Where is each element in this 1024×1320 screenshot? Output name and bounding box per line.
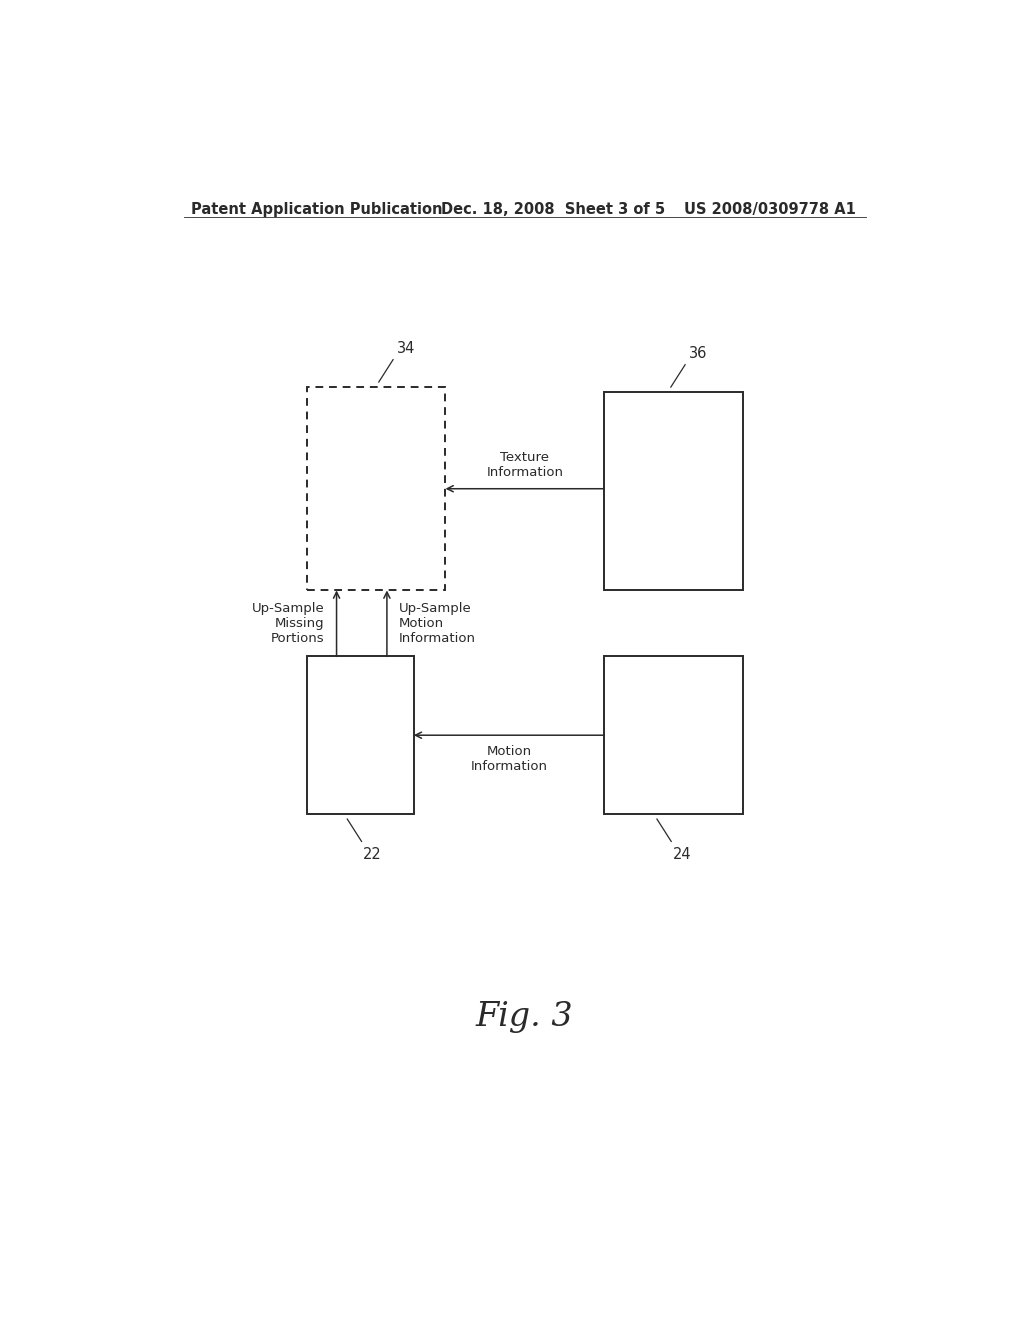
Text: 34: 34 — [397, 341, 416, 355]
Text: US 2008/0309778 A1: US 2008/0309778 A1 — [684, 202, 855, 216]
Text: Dec. 18, 2008  Sheet 3 of 5: Dec. 18, 2008 Sheet 3 of 5 — [441, 202, 666, 216]
Text: 36: 36 — [689, 346, 708, 360]
Text: Fig. 3: Fig. 3 — [476, 1002, 573, 1034]
Text: Up-Sample
Missing
Portions: Up-Sample Missing Portions — [252, 602, 325, 645]
Text: Patent Application Publication: Patent Application Publication — [191, 202, 443, 216]
Text: 22: 22 — [364, 846, 382, 862]
Text: Texture
Information: Texture Information — [486, 450, 563, 479]
Text: Motion
Information: Motion Information — [470, 746, 548, 774]
Text: 24: 24 — [673, 846, 691, 862]
Text: Up-Sample
Motion
Information: Up-Sample Motion Information — [398, 602, 476, 645]
